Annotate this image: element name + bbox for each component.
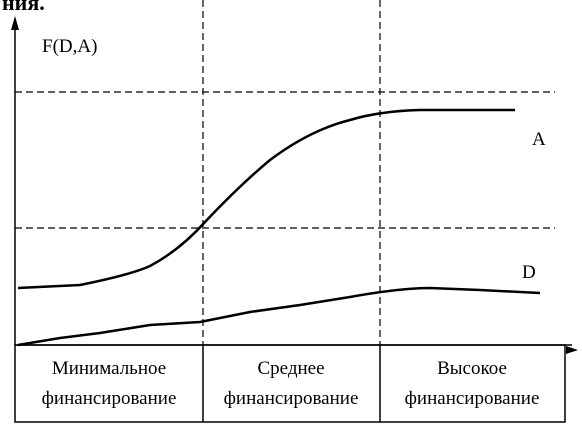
curve-a xyxy=(17,108,515,290)
curve-label: D xyxy=(522,262,536,283)
zone-table xyxy=(14,344,566,423)
zone-label: Высокое xyxy=(437,358,507,379)
axis-label: F(D,A) xyxy=(42,36,97,57)
zone-label: Среднее xyxy=(257,358,324,379)
zone-label: Минимальное xyxy=(52,358,166,379)
zone-label: финансирование xyxy=(405,388,540,409)
zone-label: финансирование xyxy=(224,388,359,409)
curve-label: A xyxy=(532,129,546,150)
x-axis-arrow xyxy=(566,346,578,354)
zone-label: финансирование xyxy=(42,388,177,409)
curve-d xyxy=(17,286,541,347)
y-axis-arrow xyxy=(11,16,19,30)
header-fragment: ния. xyxy=(2,0,45,15)
